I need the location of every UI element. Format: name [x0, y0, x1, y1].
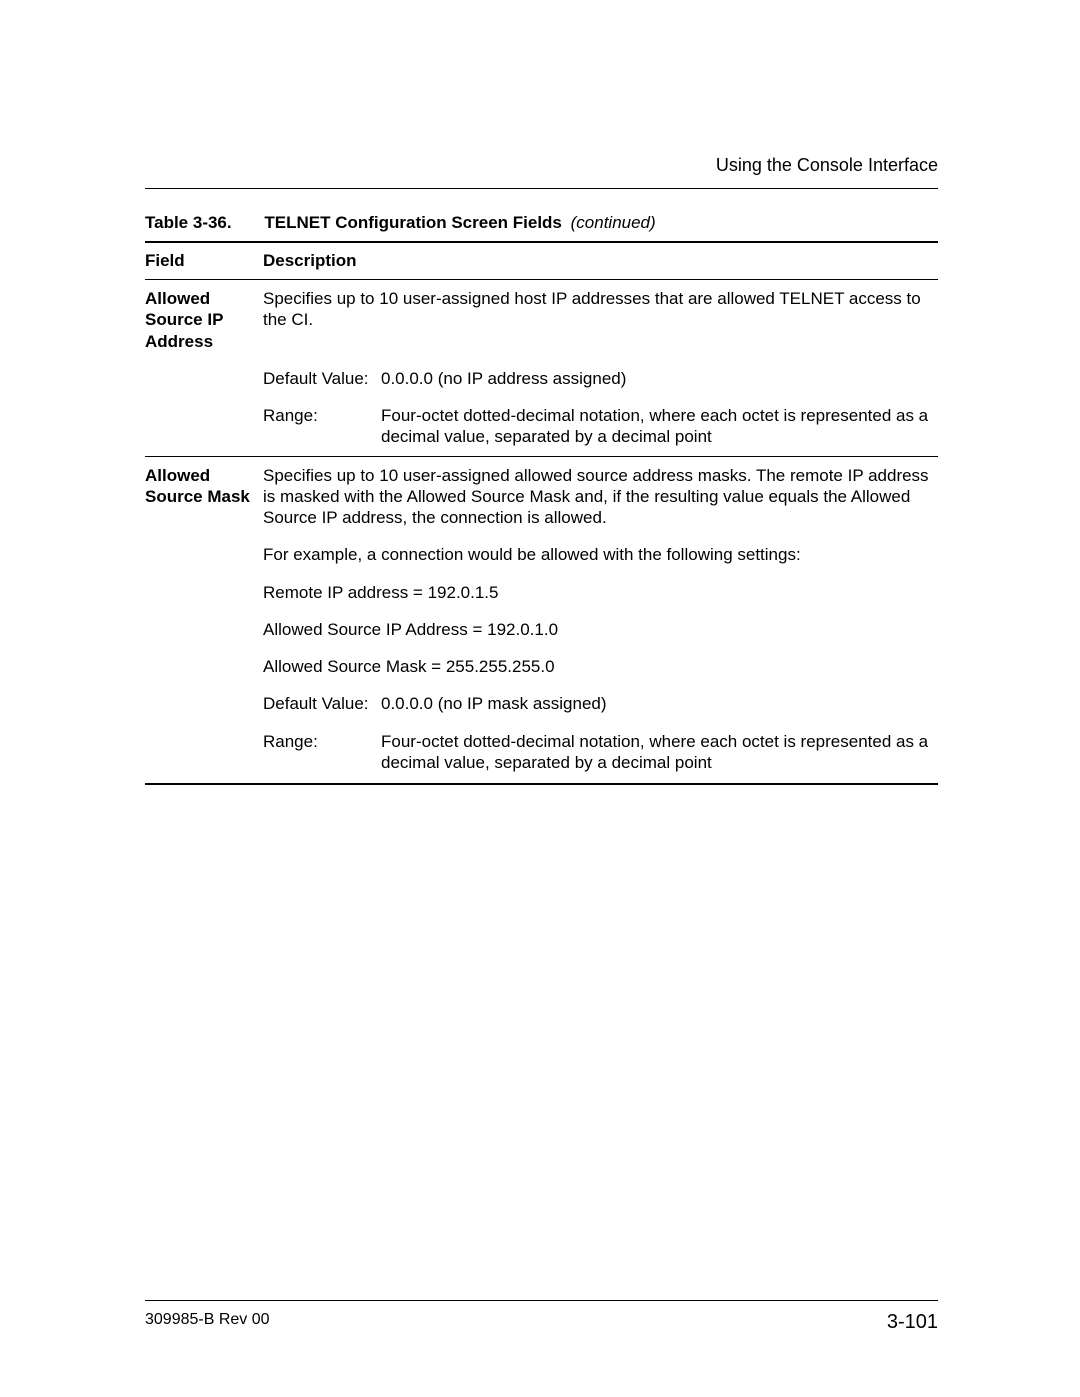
col-header-field: Field	[145, 242, 263, 280]
col-header-description: Description	[263, 242, 938, 280]
table-row: Allowed Source IP Address Specifies up t…	[145, 280, 938, 360]
range-label: Range:	[263, 731, 381, 774]
table-row: Default Value: 0.0.0.0 (no IP mask assig…	[145, 685, 938, 722]
table-number: Table 3-36.	[145, 213, 232, 232]
field-name: Allowed Source IP Address	[145, 280, 263, 360]
default-value-label: Default Value:	[263, 693, 381, 714]
table-row: Default Value: 0.0.0.0 (no IP address as…	[145, 360, 938, 397]
doc-id: 309985-B Rev 00	[145, 1311, 270, 1334]
range-value: Four-octet dotted-decimal notation, wher…	[381, 405, 932, 448]
table-row: Range: Four-octet dotted-decimal notatio…	[145, 723, 938, 785]
field-name: Allowed Source Mask	[145, 456, 263, 685]
range-row: Range: Four-octet dotted-decimal notatio…	[263, 731, 932, 774]
desc-para: Remote IP address = 192.0.1.5	[263, 582, 932, 603]
page-content: Using the Console Interface Table 3-36. …	[145, 155, 938, 785]
table-title: TELNET Configuration Screen Fields	[264, 213, 562, 232]
field-description: Specifies up to 10 user-assigned allowed…	[263, 456, 938, 685]
page-footer: 309985-B Rev 00 3-101	[145, 1300, 938, 1334]
range-value: Four-octet dotted-decimal notation, wher…	[381, 731, 932, 774]
running-header: Using the Console Interface	[145, 155, 938, 189]
default-value-row: Default Value: 0.0.0.0 (no IP mask assig…	[263, 693, 932, 714]
table-caption: Table 3-36. TELNET Configuration Screen …	[145, 213, 938, 233]
desc-para: For example, a connection would be allow…	[263, 544, 932, 565]
default-value-row: Default Value: 0.0.0.0 (no IP address as…	[263, 368, 932, 389]
table-row: Range: Four-octet dotted-decimal notatio…	[145, 397, 938, 456]
table-row: Allowed Source Mask Specifies up to 10 u…	[145, 456, 938, 685]
fields-table: Field Description Allowed Source IP Addr…	[145, 241, 938, 785]
range-row: Range: Four-octet dotted-decimal notatio…	[263, 405, 932, 448]
default-value-label: Default Value:	[263, 368, 381, 389]
table-continued: (continued)	[571, 213, 656, 232]
default-value: 0.0.0.0 (no IP mask assigned)	[381, 693, 932, 714]
desc-para: Allowed Source Mask = 255.255.255.0	[263, 656, 932, 677]
desc-para: Allowed Source IP Address = 192.0.1.0	[263, 619, 932, 640]
default-value: 0.0.0.0 (no IP address assigned)	[381, 368, 932, 389]
desc-para: Specifies up to 10 user-assigned allowed…	[263, 465, 932, 529]
table-header-row: Field Description	[145, 242, 938, 280]
page-number: 3-101	[887, 1311, 938, 1334]
field-description: Specifies up to 10 user-assigned host IP…	[263, 280, 938, 360]
range-label: Range:	[263, 405, 381, 448]
